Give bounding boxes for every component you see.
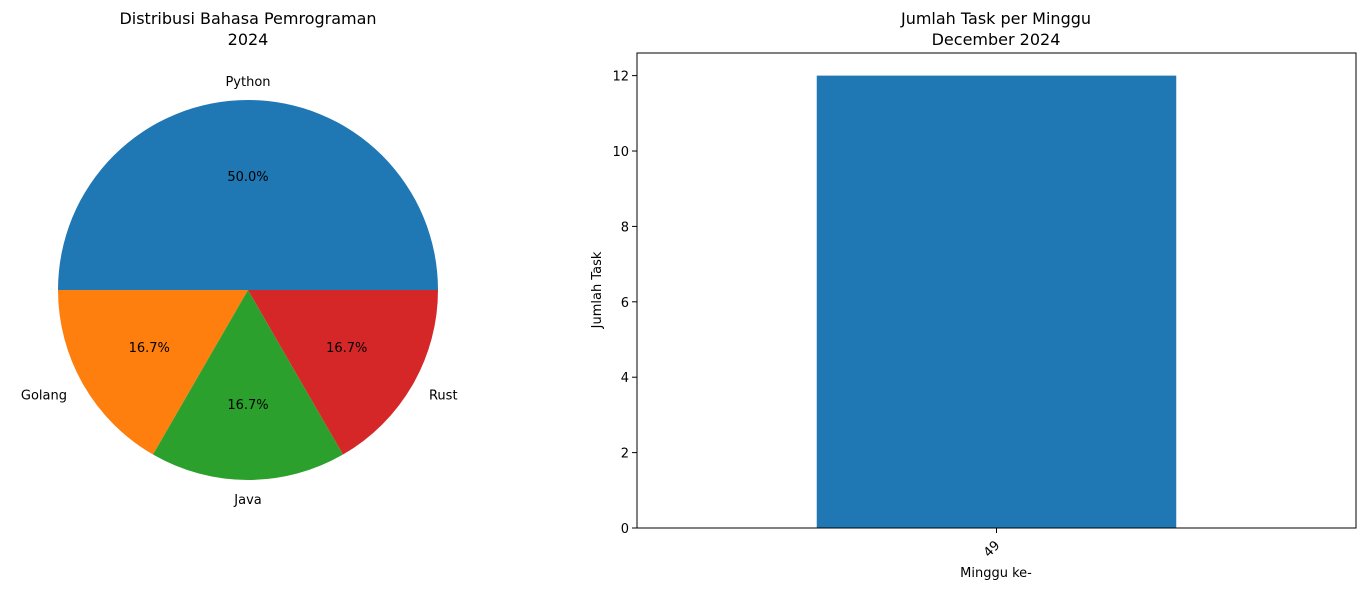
y-axis-label: Jumlah Task <box>590 251 605 329</box>
pie-subtitle: 2024 <box>228 30 269 49</box>
y-tick-label: 10 <box>612 145 629 160</box>
pie-percent-rust: 16.7% <box>326 341 367 356</box>
pie-label-python: Python <box>225 75 270 90</box>
x-axis-label: Minggu ke- <box>960 566 1032 581</box>
pie-label-rust: Rust <box>429 389 458 404</box>
x-tick-label: 49 <box>981 538 1003 560</box>
pie-title: Distribusi Bahasa Pemrograman <box>119 9 376 28</box>
y-ticks: 0 2 4 6 8 10 12 <box>612 70 637 537</box>
pie-percent-golang: 16.7% <box>129 341 170 356</box>
bar-marks <box>816 75 1177 528</box>
pie-labels: Python 50.0% Golang 16.7% Java 16.7% Rust 16.7% <box>21 75 458 508</box>
pie-label-golang: Golang <box>21 389 67 404</box>
pie-percent-python: 50.0% <box>227 170 268 185</box>
bar-chart: Jumlah Task per Minggu December 2024 0 2 4… <box>590 9 1357 581</box>
x-ticks: 49 <box>981 528 1003 561</box>
pie-slice-golang <box>58 290 248 455</box>
y-tick-label: 12 <box>612 70 629 85</box>
pie-slice-python <box>58 100 438 290</box>
pie-chart: Distribusi Bahasa Pemrograman 2024 Pytho… <box>21 9 458 508</box>
y-tick-label: 8 <box>621 220 629 235</box>
bar-week-49 <box>816 75 1177 528</box>
y-tick-label: 0 <box>621 522 629 537</box>
bar-title: Jumlah Task per Minggu <box>900 9 1091 28</box>
y-tick-label: 2 <box>621 447 629 462</box>
pie-slice-rust <box>248 290 438 455</box>
bar-subtitle: December 2024 <box>932 30 1061 49</box>
y-tick-label: 4 <box>621 371 629 386</box>
pie-slice-java <box>153 290 343 480</box>
pie-slices <box>58 100 438 480</box>
y-tick-label: 6 <box>621 296 629 311</box>
pie-label-java: Java <box>233 493 261 508</box>
pie-percent-java: 16.7% <box>227 398 268 413</box>
